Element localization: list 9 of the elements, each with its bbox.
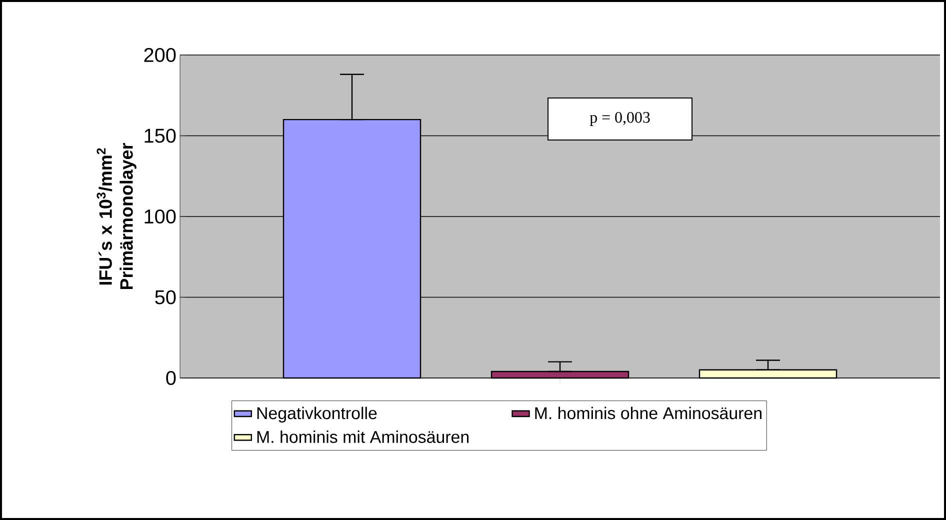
- y-tick-label: 200: [144, 48, 176, 62]
- y-tick-label: 50: [155, 290, 176, 304]
- legend-label: M. hominis mit Aminosäuren: [257, 430, 469, 443]
- y-tick-label: 100: [144, 209, 176, 224]
- y-tick-label: 0: [166, 370, 176, 386]
- y-tick-label: 150: [144, 128, 176, 143]
- legend-label: M. hominis ohne Aminosäuren: [535, 406, 762, 420]
- legend-label: Negativkontrolle: [257, 406, 377, 423]
- annotation: p = 0,003: [590, 112, 650, 126]
